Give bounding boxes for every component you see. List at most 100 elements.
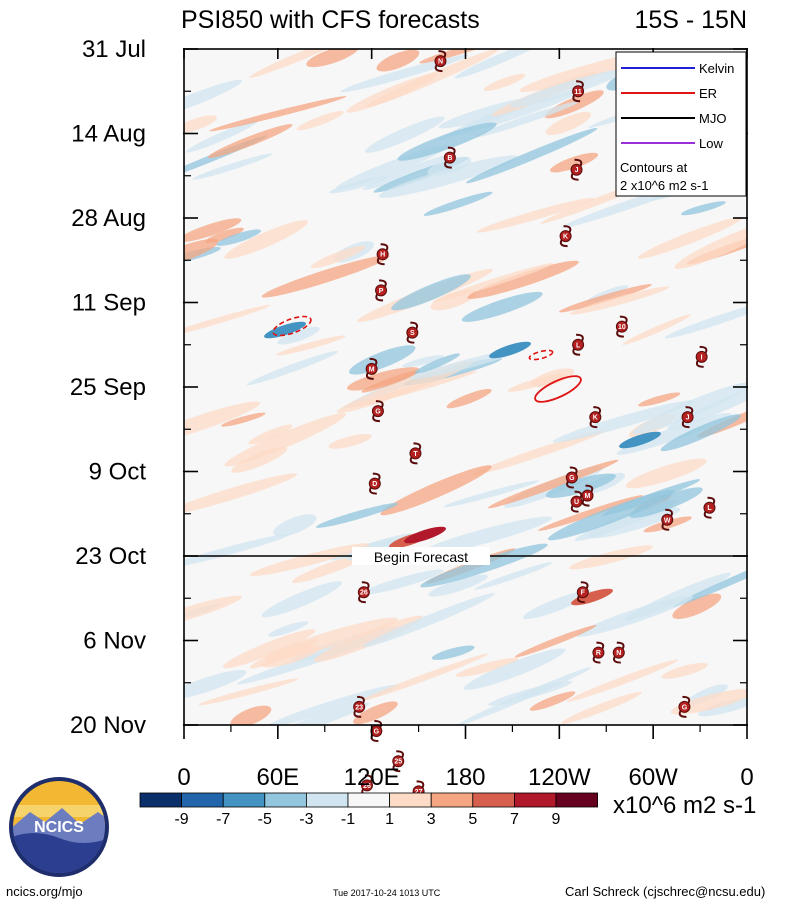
anomaly-band xyxy=(221,412,266,427)
anomaly-band xyxy=(198,678,299,706)
anomaly-band xyxy=(488,459,619,509)
anomaly-band xyxy=(230,705,272,725)
anomaly-band xyxy=(224,220,308,259)
storm-core xyxy=(581,489,594,502)
anomaly-band xyxy=(622,314,691,345)
anomaly-band xyxy=(629,487,703,518)
storm-arm-top xyxy=(410,321,419,330)
colorbar-tick-label: -5 xyxy=(258,811,272,828)
storm-marker: S xyxy=(406,321,419,344)
anomaly-band xyxy=(364,116,445,153)
colorbar-tick-label: 7 xyxy=(510,811,519,828)
y-tick-label: 6 Nov xyxy=(83,628,146,655)
storm-core xyxy=(371,405,384,418)
anomaly-band xyxy=(670,689,747,715)
y-tick-label: 31 Jul xyxy=(82,36,146,63)
anomaly-band xyxy=(380,465,492,516)
storm-marker: 26 xyxy=(357,581,370,604)
storm-core xyxy=(615,320,628,333)
anomaly-band xyxy=(576,595,694,637)
colorbar-tick-label: -3 xyxy=(299,811,313,828)
anomaly-band xyxy=(184,79,242,120)
storm-arm-top xyxy=(375,400,384,408)
y-tick-label: 25 Sep xyxy=(70,374,146,401)
storm-arm-bottom xyxy=(365,372,374,380)
anomaly-band xyxy=(205,227,244,243)
storm-marker: P xyxy=(375,279,388,302)
anomaly-band xyxy=(672,593,722,619)
storm-core xyxy=(589,411,602,424)
anomaly-band xyxy=(538,495,643,531)
storm-core xyxy=(434,55,447,68)
storm-arm-bottom xyxy=(570,173,579,181)
storm-arm-bottom xyxy=(375,293,384,302)
storm-marker: B xyxy=(443,146,456,169)
storm-core xyxy=(365,362,378,375)
anomaly-band xyxy=(510,69,625,108)
storm-arm-bottom xyxy=(444,161,452,169)
anomaly-band xyxy=(248,424,293,445)
storm-label: P xyxy=(379,288,384,295)
anomaly-band xyxy=(184,304,271,339)
anomaly-band xyxy=(637,217,742,259)
storm-marker: N xyxy=(612,641,625,664)
storm-core xyxy=(357,586,370,599)
anomaly-band xyxy=(466,127,598,184)
storm-arm-top xyxy=(413,442,422,450)
storm-arm-bottom xyxy=(572,94,581,103)
storm-marker: J xyxy=(681,406,694,429)
anomaly-band xyxy=(545,473,616,498)
storm-marker: R xyxy=(592,641,605,664)
storm-label: W xyxy=(664,517,671,524)
storm-arm-bottom xyxy=(358,595,366,604)
storm-label: D xyxy=(372,481,377,488)
storm-arm-bottom xyxy=(392,764,401,773)
storm-core xyxy=(612,646,625,659)
anomaly-band xyxy=(249,543,370,577)
storm-core xyxy=(392,755,405,768)
anomaly-band xyxy=(476,197,595,233)
anomaly-band xyxy=(415,516,553,557)
anomaly-band xyxy=(455,657,519,677)
storm-arm-bottom xyxy=(353,710,362,718)
storm-core xyxy=(695,350,708,363)
y-tick-label: 11 Sep xyxy=(72,290,146,317)
storm-arm-top xyxy=(369,357,378,366)
storm-label: G xyxy=(682,704,688,711)
storm-label: N xyxy=(616,650,621,657)
anomaly-band xyxy=(330,533,412,561)
region-label: 15S - 15N xyxy=(634,6,747,34)
anomaly-band xyxy=(361,653,489,701)
storm-marker: 11 xyxy=(572,80,585,103)
storm-core xyxy=(592,646,605,659)
storm-arm-bottom xyxy=(695,360,704,368)
storm-marker: 23 xyxy=(353,695,366,718)
y-tick-label: 14 Aug xyxy=(71,121,146,148)
storm-arm-bottom xyxy=(434,64,443,73)
anomaly-band xyxy=(558,284,652,313)
anomaly-core xyxy=(619,431,661,449)
anomaly-band xyxy=(184,401,261,445)
storm-label: L xyxy=(707,505,712,512)
anomaly-band xyxy=(473,430,606,475)
footer-left[interactable]: ncics.org/mjo xyxy=(6,884,83,899)
anomaly-band xyxy=(207,124,293,158)
anomaly-band xyxy=(391,274,471,311)
storm-arm-top xyxy=(574,158,583,167)
anomaly-band xyxy=(661,662,708,679)
anomaly-band xyxy=(329,175,389,194)
anomaly-band xyxy=(249,639,319,669)
anomaly-band xyxy=(529,691,576,711)
colorbar-tick-label: -7 xyxy=(216,811,230,828)
x-tick-label: 0 xyxy=(740,764,753,791)
storm-core xyxy=(559,230,572,243)
colorbar-segment xyxy=(472,792,515,808)
storm-arm-bottom xyxy=(372,414,380,423)
x-tick-label: 120E xyxy=(344,764,400,791)
storm-arm-bottom xyxy=(376,257,385,266)
storm-core xyxy=(570,163,583,176)
anomaly-band xyxy=(561,691,642,724)
storm-core xyxy=(376,248,389,261)
